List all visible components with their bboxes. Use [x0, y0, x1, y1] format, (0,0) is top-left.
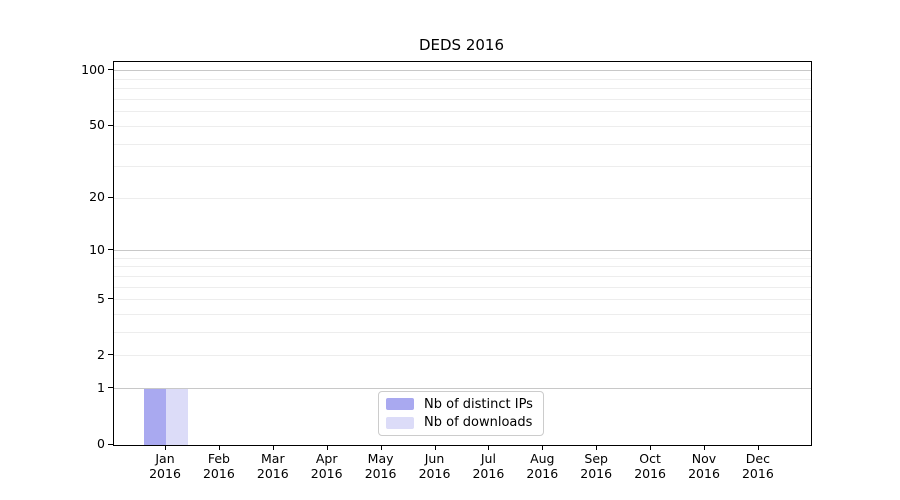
y-tick-label: 0: [97, 436, 105, 451]
x-tick-label-line: 2016: [202, 466, 235, 481]
y-tick-label: 50: [89, 117, 105, 133]
y-tick-mark: [108, 387, 113, 389]
x-tick-mark: [757, 445, 759, 450]
y-tick-mark: [108, 298, 113, 300]
y-tick-mark: [108, 124, 113, 126]
minor-gridline: [114, 299, 811, 301]
major-gridline: [114, 250, 811, 252]
minor-gridline: [114, 355, 811, 357]
bar-nb-of-distinct-ips: [144, 388, 166, 445]
x-tick-label-line: Jul: [480, 451, 496, 466]
minor-gridline: [114, 286, 811, 288]
x-tick-label-line: Sep: [584, 451, 608, 466]
major-gridline: [114, 70, 811, 72]
x-tick-label-line: Jan: [155, 451, 175, 466]
legend-item-downloads: Nb of downloads: [379, 415, 543, 430]
x-tick-label: Dec 2016: [726, 451, 790, 481]
plot-area: Nb of distinct IPs Nb of downloads: [113, 61, 812, 446]
x-tick-label-line: 2016: [688, 466, 720, 481]
bar-nb-of-downloads: [166, 388, 188, 445]
y-tick-mark: [108, 443, 113, 445]
minor-gridline: [114, 88, 811, 90]
x-tick-label: Apr 2016: [295, 451, 359, 481]
x-tick-label-line: 2016: [741, 466, 774, 481]
x-tick-label-line: Feb: [207, 451, 230, 466]
x-tick-label: Jun 2016: [403, 451, 467, 481]
x-tick-label: Feb 2016: [187, 451, 251, 481]
major-gridline: [114, 388, 811, 390]
x-tick-label-line: 2016: [364, 466, 397, 481]
x-tick-label: Oct 2016: [618, 451, 682, 481]
x-tick-mark: [650, 445, 652, 450]
y-tick-mark: [108, 249, 113, 251]
x-tick-label: Aug 2016: [510, 451, 574, 481]
x-tick-label-line: Apr: [315, 451, 338, 466]
minor-gridline: [114, 78, 811, 80]
x-tick-mark: [272, 445, 274, 450]
x-tick-label-line: 2016: [634, 466, 666, 481]
x-tick-mark: [165, 445, 166, 450]
x-tick-label-line: 2016: [418, 466, 451, 481]
y-tick-mark: [108, 354, 113, 356]
minor-gridline: [114, 257, 811, 259]
y-tick-mark: [108, 69, 113, 71]
x-tick-label-line: May: [367, 451, 394, 466]
minor-gridline: [114, 332, 811, 334]
minor-gridline: [114, 197, 811, 199]
x-tick-label-line: 2016: [149, 466, 181, 481]
x-tick-label: Nov 2016: [672, 451, 736, 481]
x-tick-label: Sep 2016: [564, 451, 628, 481]
legend: Nb of distinct IPs Nb of downloads: [378, 391, 544, 436]
minor-gridline: [114, 143, 811, 145]
x-tick-label-line: Dec: [745, 451, 770, 466]
x-tick-label: Jul 2016: [456, 451, 520, 481]
y-tick-label: 10: [89, 241, 105, 257]
legend-swatch-downloads: [386, 416, 414, 429]
x-tick-label: Mar 2016: [241, 451, 305, 481]
y-tick-label: 100: [81, 61, 105, 77]
y-tick-label: 20: [89, 189, 105, 205]
legend-item-distinct-ips: Nb of distinct IPs: [379, 397, 543, 412]
x-tick-label-line: 2016: [472, 466, 505, 481]
x-tick-mark: [218, 445, 220, 450]
x-tick-mark: [488, 445, 490, 450]
x-tick-label-line: Nov: [691, 451, 717, 466]
x-tick-label-line: Mar: [261, 451, 285, 466]
x-tick-label-line: 2016: [310, 466, 343, 481]
x-tick-mark: [380, 445, 382, 450]
x-tick-mark: [596, 445, 598, 450]
x-tick-label-line: 2016: [580, 466, 613, 481]
minor-gridline: [114, 99, 811, 101]
legend-label-downloads: Nb of downloads: [424, 415, 533, 431]
minor-gridline: [114, 111, 811, 113]
minor-gridline: [114, 166, 811, 168]
y-tick-mark: [108, 196, 113, 198]
minor-gridline: [114, 314, 811, 316]
x-tick-label: Jan 2016: [133, 451, 197, 481]
x-tick-label-line: Jun: [424, 451, 445, 466]
x-tick-label-line: Aug: [530, 451, 555, 466]
x-tick-label-line: 2016: [256, 466, 289, 481]
x-tick-label-line: 2016: [526, 466, 559, 481]
minor-gridline: [114, 266, 811, 268]
x-tick-mark: [326, 445, 328, 450]
legend-swatch-distinct-ips: [386, 398, 414, 411]
x-tick-mark: [704, 445, 705, 450]
x-tick-label-line: Oct: [639, 451, 661, 466]
chart-title: DEDS 2016: [418, 36, 505, 54]
minor-gridline: [114, 275, 811, 277]
y-tick-label: 2: [97, 346, 105, 362]
x-tick-mark: [434, 445, 436, 450]
y-tick-label: 5: [97, 290, 105, 306]
y-tick-label: 1: [97, 379, 105, 395]
minor-gridline: [114, 125, 811, 127]
x-tick-mark: [542, 445, 544, 450]
legend-label-distinct-ips: Nb of distinct IPs: [424, 396, 533, 412]
x-tick-label: May 2016: [349, 451, 413, 481]
